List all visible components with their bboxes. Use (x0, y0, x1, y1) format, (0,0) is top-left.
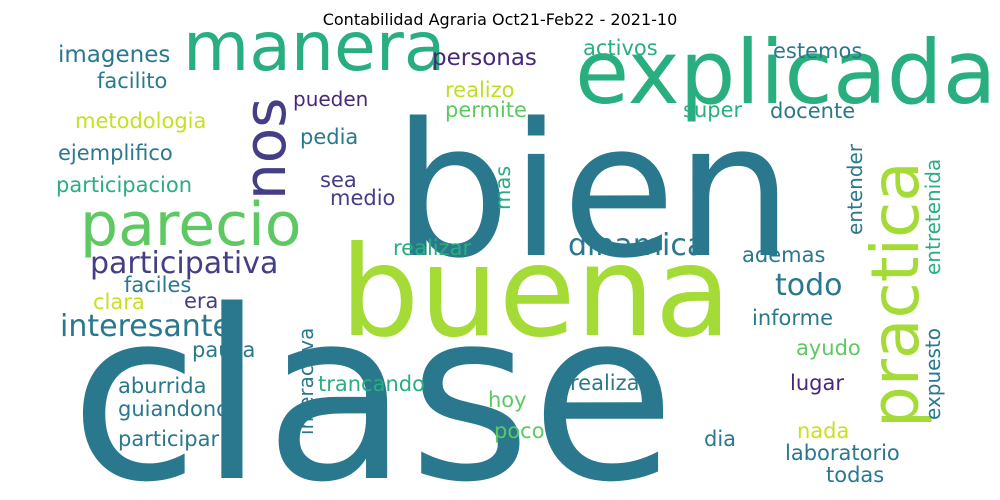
word-realizo: realizo (445, 78, 515, 102)
word-ademas: ademas (742, 243, 825, 267)
word-ejemplifico: ejemplifico (58, 141, 173, 165)
word-estemos: estemos (773, 39, 862, 63)
word-expuesto: expuesto (921, 328, 945, 420)
word-permite: permite (445, 98, 527, 122)
word-realiza: realiza (570, 371, 640, 395)
word-manera: manera (183, 8, 445, 87)
word-interesante: interesante (60, 309, 231, 344)
word-pausa: pausa (192, 338, 255, 362)
word-dia: dia (704, 427, 736, 451)
word-bien: bien (393, 83, 793, 299)
word-mas: mas (491, 166, 515, 210)
word-medio: medio (330, 186, 395, 210)
word-facilito: facilito (97, 69, 167, 93)
word-personas: personas (432, 45, 537, 71)
word-nada: nada (797, 419, 849, 443)
word-docente: docente (770, 99, 855, 123)
word-hoy: hoy (488, 388, 527, 412)
word-poco: poco (494, 419, 545, 443)
word-parecio: parecio (80, 190, 301, 260)
word-clara: clara (93, 290, 145, 314)
word-activos: activos (583, 36, 658, 60)
chart-title: Contabilidad Agraria Oct21-Feb22 - 2021-… (322, 10, 678, 29)
word-metodologia: metodologia (75, 109, 206, 133)
word-pueden: pueden (293, 87, 368, 111)
word-todo: todo (775, 268, 843, 303)
word-buena: buena (340, 220, 731, 365)
word-laboratorio: laboratorio (785, 441, 900, 465)
word-realizar: realizar (393, 236, 472, 260)
word-todas: todas (826, 463, 884, 487)
word-explicada: explicada (575, 21, 997, 124)
word-participar: participar (118, 427, 219, 451)
word-sea: sea (320, 168, 357, 192)
word-imagenes: imagenes (58, 42, 170, 68)
word-lugar: lugar (790, 371, 844, 395)
word-entender: entender (843, 143, 867, 235)
word-nos: nos (231, 98, 299, 200)
word-informe: informe (752, 306, 833, 330)
word-guiandonos: guiandonos (118, 397, 240, 421)
word-participativa: participativa (90, 246, 278, 281)
word-trancando: trancando (318, 372, 425, 396)
word-pedia: pedia (300, 125, 358, 149)
word-super: super (683, 98, 743, 122)
word-ayudo: ayudo (796, 336, 861, 360)
word-participacion: participacion (56, 173, 192, 197)
word-entretenida: entretenida (921, 159, 945, 275)
word-era: era (184, 289, 218, 313)
word-practica: practica (857, 161, 934, 428)
word-faciles: faciles (124, 273, 191, 297)
word-interactiva: interactiva (294, 328, 318, 435)
word-dinamica: dinamica (568, 228, 705, 263)
word-aburrida: aburrida (118, 374, 206, 398)
word-clase: clase (70, 261, 676, 500)
